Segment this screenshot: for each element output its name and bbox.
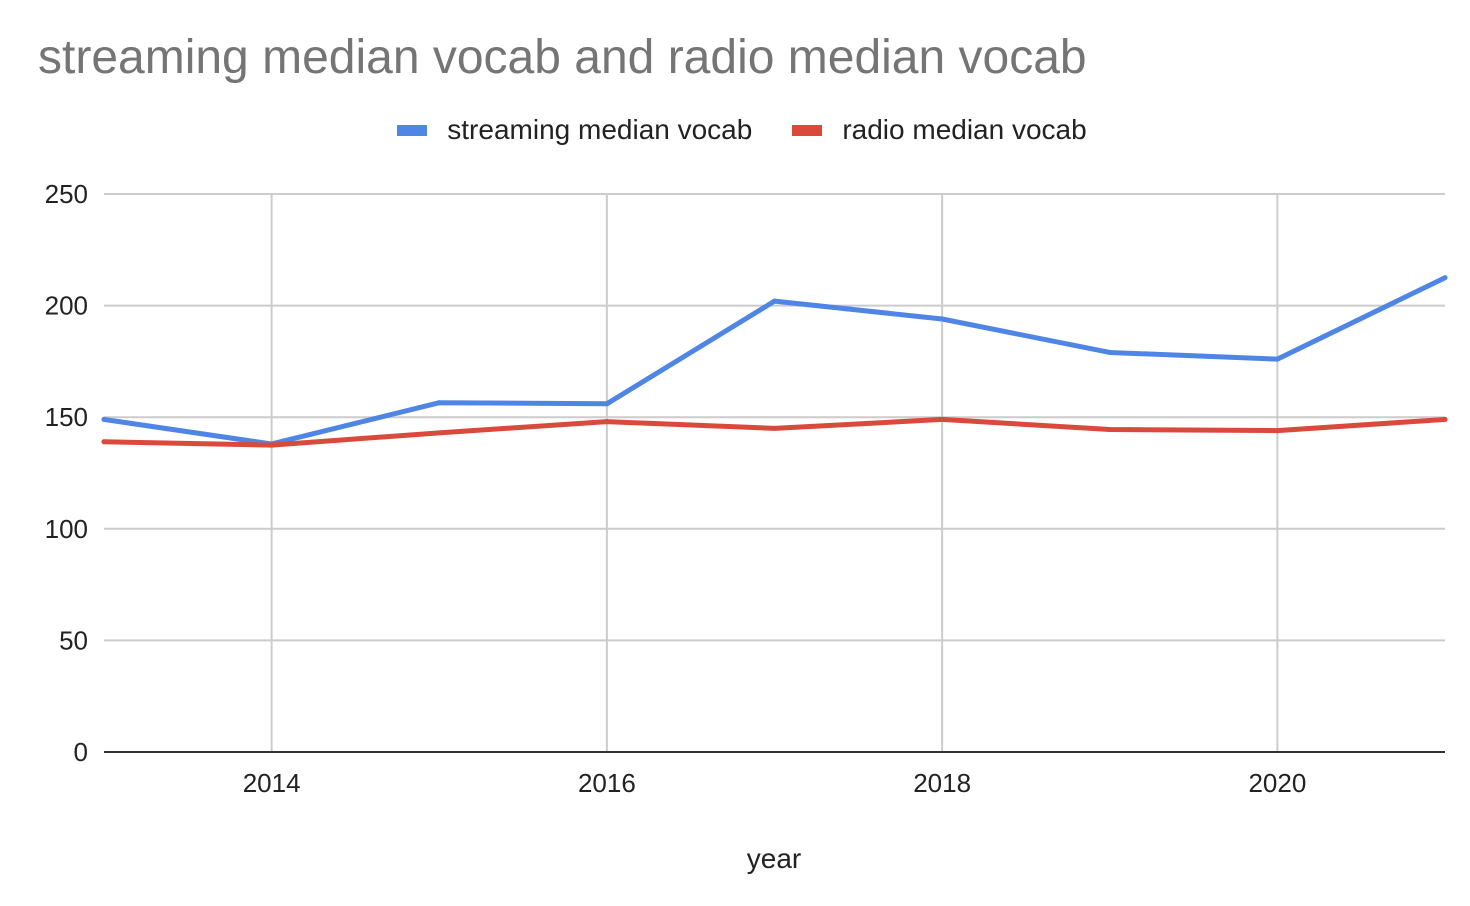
data-point-streaming[interactable]: [101, 416, 107, 422]
series-layer: [101, 275, 1448, 448]
data-point-radio[interactable]: [1107, 426, 1113, 432]
series-line-radio: [101, 416, 1448, 448]
data-point-radio[interactable]: [1442, 416, 1448, 422]
data-point-streaming[interactable]: [1442, 275, 1448, 281]
x-tick-label: 2020: [1248, 768, 1306, 798]
legend-item-radio[interactable]: radio median vocab: [792, 114, 1087, 146]
y-tick-label: 50: [59, 625, 88, 655]
chart-title: streaming median vocab and radio median …: [38, 31, 1087, 84]
data-point-streaming[interactable]: [1107, 349, 1113, 355]
legend-label-streaming: streaming median vocab: [447, 114, 753, 145]
grid-layer: [104, 193, 1445, 752]
x-tick-label: 2014: [243, 768, 301, 798]
x-axis-title: year: [747, 843, 801, 874]
x-tick-label: 2016: [578, 768, 636, 798]
legend-swatch-streaming: [397, 124, 428, 136]
x-tick-label: 2018: [913, 768, 971, 798]
y-tick-label: 100: [45, 514, 88, 544]
data-point-streaming[interactable]: [772, 298, 777, 304]
data-point-radio[interactable]: [939, 416, 945, 422]
legend-label-radio: radio median vocab: [842, 114, 1087, 145]
legend-swatch-radio: [792, 124, 823, 136]
data-point-streaming[interactable]: [436, 400, 442, 406]
y-tick-label: 200: [45, 291, 88, 321]
data-point-radio[interactable]: [604, 419, 610, 425]
data-point-radio[interactable]: [436, 430, 442, 436]
y-tick-label: 0: [74, 737, 88, 767]
data-point-streaming[interactable]: [604, 401, 610, 407]
legend-item-streaming[interactable]: streaming median vocab: [397, 114, 752, 146]
y-tick-label: 250: [45, 179, 88, 209]
label-layer: 0 50 100 150 200 250 2014 2016 2018 2020: [45, 179, 1307, 798]
data-point-radio[interactable]: [101, 439, 107, 445]
data-point-streaming[interactable]: [1274, 356, 1280, 362]
data-point-radio[interactable]: [269, 442, 275, 448]
data-point-radio[interactable]: [1274, 428, 1280, 434]
data-point-streaming[interactable]: [939, 316, 945, 322]
y-tick-label: 150: [45, 402, 88, 432]
legend: streaming median vocab radio median voca…: [0, 114, 1470, 146]
data-point-radio[interactable]: [772, 425, 777, 431]
